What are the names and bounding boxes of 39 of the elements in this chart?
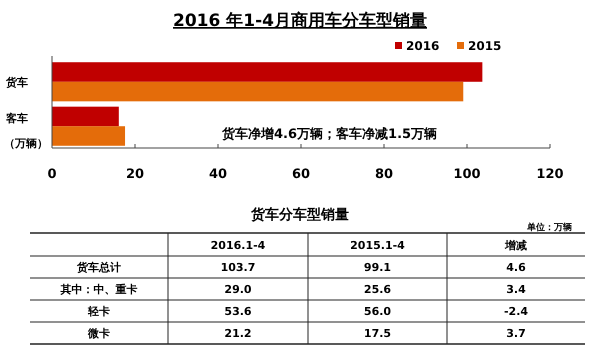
- x-tick-label: 40: [208, 167, 228, 182]
- annotation: 货车净增4.6万辆；客车净减1.5万辆: [221, 126, 438, 142]
- data-label: -2.4: [504, 305, 528, 318]
- legend-label: 2015: [468, 39, 502, 53]
- y-tick-label: 货车总计: [76, 261, 121, 274]
- data-label: 103.7: [220, 261, 256, 274]
- bar: [52, 62, 482, 82]
- y-tick-label: 微卡: [87, 327, 110, 340]
- chart-title: 2016 年1-4月商用车分车型销量: [173, 11, 427, 31]
- y-axis-title: （万辆）: [4, 137, 48, 150]
- data-label: 21.2: [224, 327, 252, 340]
- x-tick-label: 0: [47, 167, 57, 182]
- data-label: 99.1: [364, 261, 392, 274]
- data-label: 3.4: [506, 283, 526, 296]
- data-label: 29.0: [224, 283, 252, 296]
- x-tick-label: 60: [292, 167, 310, 182]
- legend-label: 2016: [406, 39, 440, 53]
- bar: [52, 82, 464, 102]
- data-label: 25.6: [364, 283, 392, 296]
- bar: [52, 126, 126, 146]
- x-tick-label: 120: [536, 167, 564, 182]
- x-tick-label: 100: [453, 167, 481, 182]
- y-tick-label: 其中：中、重卡: [60, 283, 138, 296]
- data-label: 53.6: [224, 305, 252, 318]
- chart-title: 货车分车型销量: [250, 206, 349, 223]
- x-tick-label: 20: [126, 167, 144, 182]
- data-label: 56.0: [364, 305, 392, 318]
- bar: [52, 106, 119, 126]
- annotation: 单位：万辆: [526, 222, 572, 233]
- y-tick-label: 货车: [5, 76, 28, 89]
- x-tick-label: 2016.1-4: [210, 239, 266, 252]
- data-label: 4.6: [506, 261, 526, 274]
- x-tick-label: 增减: [504, 239, 527, 252]
- data-label: 17.5: [364, 327, 392, 340]
- x-tick-label: 2015.1-4: [350, 239, 406, 252]
- y-tick-label: 轻卡: [87, 305, 110, 318]
- x-tick-label: 80: [374, 167, 394, 182]
- data-label: 3.7: [506, 327, 526, 340]
- y-tick-label: 客车: [5, 112, 28, 126]
